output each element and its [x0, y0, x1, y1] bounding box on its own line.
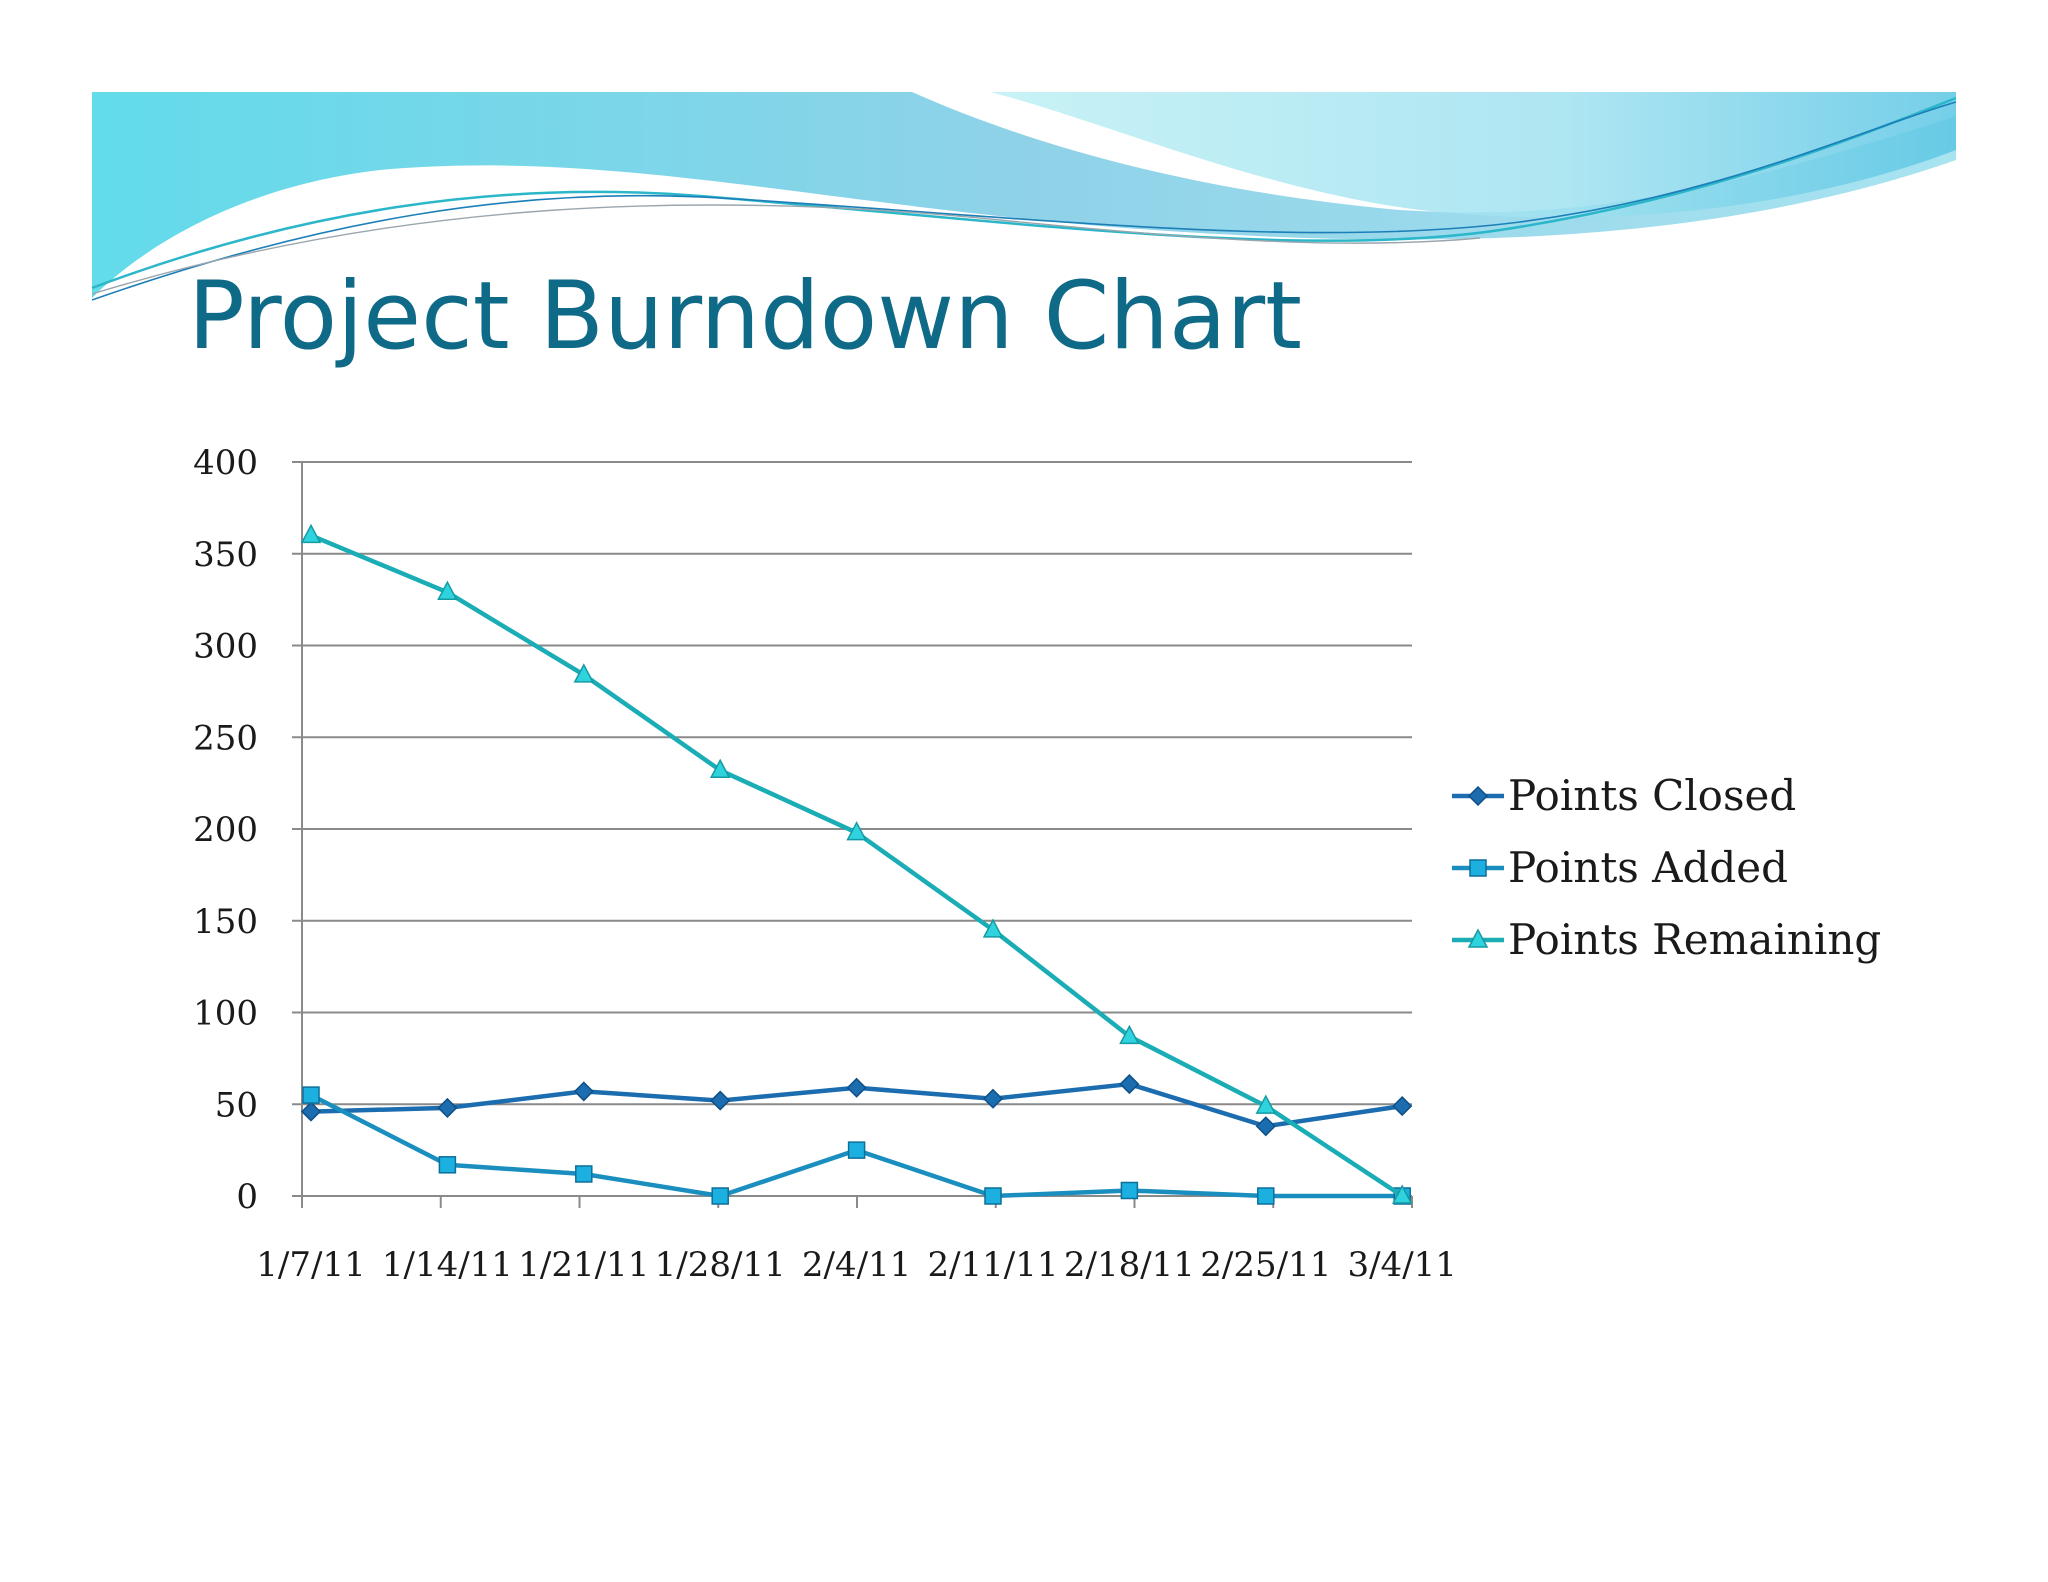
data-point-points-closed [300, 1101, 322, 1122]
x-tick-label: 1/7/11 [256, 1245, 365, 1285]
y-tick-label: 250 [193, 718, 258, 758]
slide-title: Project Burndown Chart [188, 262, 1302, 371]
data-point-points-added [302, 1086, 320, 1104]
x-axis-tick-labels: 1/7/11 1/14/11 1/21/11 1/28/11 2/4/11 2/11/11… [256, 1245, 1457, 1285]
y-tick-label: 150 [193, 902, 258, 942]
y-tick-label: 200 [193, 810, 258, 850]
y-axis-tick-labels: 0 50 100 150 200 250 300 350 400 [193, 443, 258, 1217]
data-point-points-closed [982, 1088, 1004, 1109]
y-tick-label: 350 [193, 535, 258, 575]
legend-item-points-remaining: Points Remaining [1452, 915, 1881, 964]
data-point-points-added [1120, 1181, 1139, 1200]
x-tick-label: 2/11/11 [927, 1245, 1058, 1285]
legend-marker-points-closed [1467, 785, 1489, 807]
data-point-points-remaining [1119, 1024, 1140, 1045]
data-point-points-added [984, 1187, 1002, 1205]
x-tick-label: 2/18/11 [1064, 1245, 1195, 1285]
data-point-points-remaining [1255, 1094, 1277, 1114]
y-tick-label: 300 [193, 627, 258, 667]
data-point-points-closed [573, 1081, 594, 1102]
data-point-points-added [438, 1156, 457, 1174]
y-tick-label: 50 [215, 1085, 258, 1125]
series-lines [300, 523, 1413, 1205]
x-tick-label: 3/4/11 [1347, 1245, 1456, 1285]
decorative-wave-banner [91, 92, 1957, 301]
data-point-points-closed [846, 1077, 867, 1098]
data-point-points-closed [1392, 1096, 1413, 1117]
data-point-points-remaining [709, 758, 731, 779]
data-point-points-closed [437, 1097, 458, 1118]
data-point-points-remaining [573, 663, 595, 683]
data-point-points-closed [710, 1090, 731, 1111]
x-tick-label: 1/21/11 [518, 1245, 649, 1285]
legend-marker-points-added [1469, 859, 1487, 877]
data-point-points-remaining [846, 821, 867, 841]
data-point-points-added [575, 1165, 593, 1183]
x-tick-label: 2/25/11 [1200, 1245, 1331, 1285]
y-tick-label: 100 [193, 994, 258, 1034]
data-point-points-remaining [437, 580, 458, 601]
x-tick-label: 1/14/11 [382, 1245, 513, 1285]
series-points-remaining [300, 523, 1413, 1204]
data-point-points-closed [1119, 1074, 1140, 1095]
y-tick-label: 400 [193, 443, 258, 483]
x-tick-label: 1/28/11 [655, 1245, 786, 1285]
data-point-points-remaining [300, 523, 322, 544]
legend-label-points-added: Points Added [1508, 843, 1788, 892]
series-points-closed [300, 1074, 1413, 1137]
legend-label-points-remaining: Points Remaining [1508, 915, 1881, 964]
legend-item-points-closed: Points Closed [1452, 771, 1796, 820]
legend-item-points-added: Points Added [1452, 843, 1788, 892]
data-point-points-closed [1255, 1116, 1276, 1137]
data-point-points-remaining [1391, 1184, 1413, 1204]
legend: Points Closed Points Added Points Remainin… [1452, 771, 1881, 964]
y-tick-label: 0 [236, 1177, 258, 1217]
data-point-points-remaining [982, 918, 1004, 938]
x-tick-label: 2/4/11 [802, 1245, 911, 1285]
legend-label-points-closed: Points Closed [1508, 771, 1796, 820]
data-point-points-added [711, 1187, 729, 1205]
data-point-points-added [847, 1141, 866, 1159]
data-point-points-added [1257, 1187, 1275, 1205]
gridlines [302, 461, 1412, 1106]
legend-marker-points-remaining [1467, 928, 1489, 948]
